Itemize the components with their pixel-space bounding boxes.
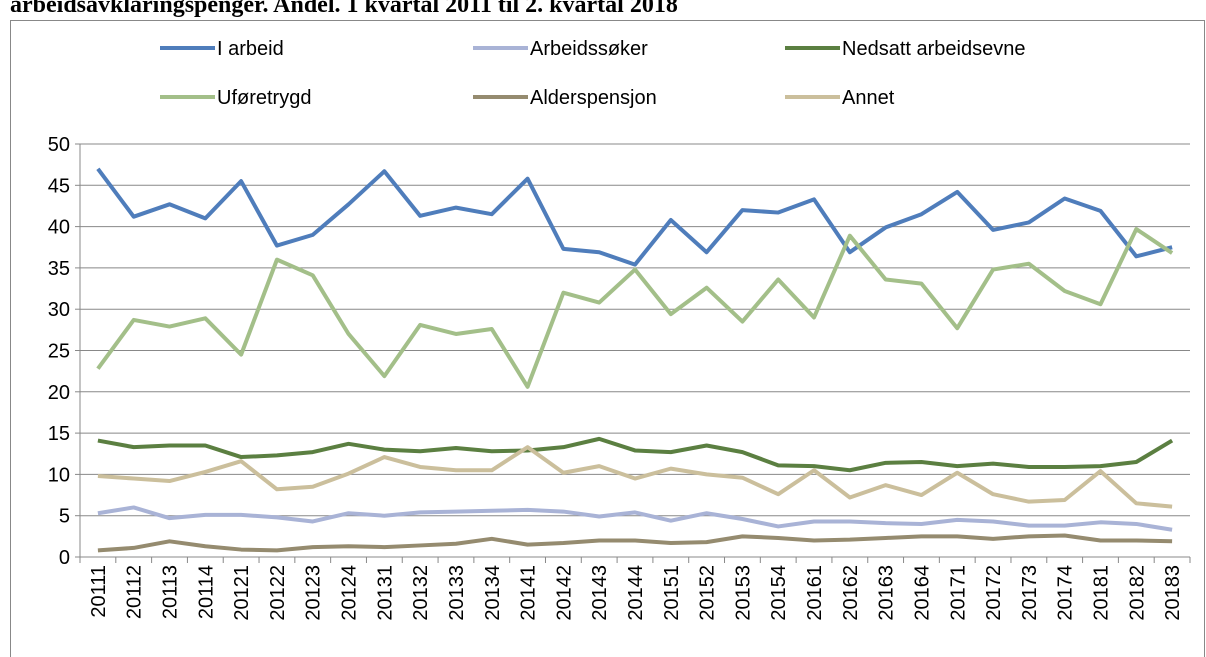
x-tick-label: 20173	[1019, 565, 1041, 621]
chart-title: arbeidsavklaringspenger. Andel. 1 kvarta…	[10, 0, 678, 18]
series-line	[97, 533, 1173, 553]
x-tick-label: 20182	[1126, 565, 1148, 621]
x-tick-label: 20133	[446, 565, 468, 621]
x-tick-label: 20183	[1162, 565, 1184, 621]
x-tick-label: 20163	[876, 565, 898, 621]
series-line	[97, 445, 1173, 509]
x-tick-label: 20162	[840, 565, 862, 621]
x-tick-label: 20144	[625, 565, 647, 621]
x-tick-label: 20181	[1090, 565, 1112, 621]
x-tick-label: 20151	[661, 565, 683, 621]
series-line	[96, 167, 1173, 267]
x-tick-label: 20124	[339, 565, 361, 621]
y-tick-label: 45	[48, 175, 70, 197]
y-tick-label: 0	[59, 547, 70, 569]
x-tick-label: 20123	[303, 565, 325, 621]
x-tick-label: 20132	[410, 565, 432, 621]
legend-label: Alderspensjon	[530, 87, 657, 109]
x-tick-label: 20174	[1055, 565, 1077, 621]
series-line	[97, 436, 1174, 473]
x-tick-label: 20152	[697, 565, 719, 621]
y-tick-label: 35	[48, 258, 70, 280]
x-tick-label: 20113	[160, 565, 182, 619]
y-tick-label: 15	[48, 423, 70, 445]
x-tick-label: 20122	[267, 565, 289, 621]
legend-label: Uføretrygd	[217, 87, 311, 109]
x-tick-label: 20142	[553, 565, 575, 621]
legend-label: I arbeid	[217, 38, 284, 60]
x-tick-label: 20164	[911, 565, 933, 621]
legend-label: Annet	[842, 87, 895, 109]
y-tick-label: 5	[59, 506, 70, 528]
x-tick-label: 20161	[804, 565, 826, 621]
chart-border	[10, 20, 1205, 657]
y-tick-label: 20	[48, 382, 70, 404]
x-tick-label: 20112	[124, 565, 146, 619]
x-tick-label: 20121	[231, 565, 253, 621]
series-line	[96, 227, 1174, 389]
y-tick-label: 10	[48, 464, 70, 486]
x-tick-label: 20131	[374, 565, 396, 621]
x-tick-label: 20172	[983, 565, 1005, 621]
x-tick-label: 20154	[768, 565, 790, 621]
y-tick-label: 50	[48, 134, 70, 156]
x-tick-label: 20141	[518, 565, 540, 621]
x-tick-label: 20134	[482, 565, 504, 621]
legend-label: Arbeidssøker	[530, 38, 648, 60]
series-line	[97, 505, 1173, 532]
x-tick-label: 20111	[88, 565, 110, 618]
y-tick-label: 30	[48, 299, 70, 321]
x-tick-label: 20153	[732, 565, 754, 621]
y-tick-label: 40	[48, 217, 70, 239]
y-tick-label: 25	[48, 341, 70, 363]
x-tick-label: 20171	[947, 565, 969, 621]
legend-label: Nedsatt arbeidsevne	[842, 38, 1025, 60]
x-tick-label: 20143	[589, 565, 611, 621]
x-tick-label: 20114	[195, 565, 217, 619]
